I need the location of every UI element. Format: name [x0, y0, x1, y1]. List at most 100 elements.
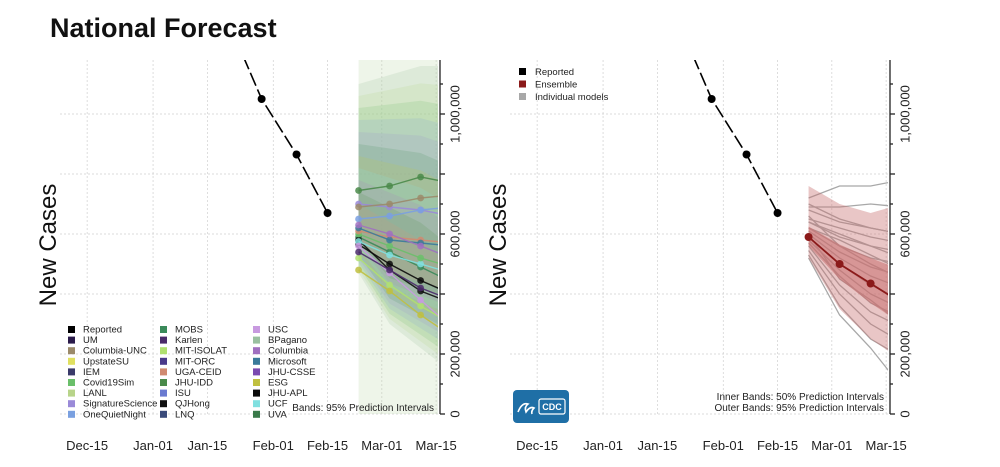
left-legend-swatch: [68, 368, 75, 376]
right-y-axis-title: New Cases: [485, 184, 512, 307]
left-legend-swatch: [253, 368, 260, 376]
left-model-point: [417, 311, 425, 319]
left-legend-swatch: [160, 347, 167, 355]
right-y-tick-label: 0: [897, 410, 912, 417]
left-model-point: [417, 254, 425, 262]
left-legend-label: JHU-APL: [268, 388, 308, 399]
left-legend-label: UM: [83, 335, 98, 346]
left-legend-label: IEM: [83, 367, 100, 378]
right-individual-model-line: [808, 257, 888, 371]
left-model-point: [417, 296, 425, 304]
left-legend-label: USC: [268, 325, 288, 336]
right-individual-model-line: [808, 254, 888, 350]
left-model-point: [386, 236, 393, 244]
left-legend-label: MIT-ISOLAT: [175, 346, 227, 357]
left-legend-label: Karlen: [175, 335, 202, 346]
left-reported-point: [292, 150, 301, 159]
left-model-point: [386, 200, 393, 208]
right-ensemble-point: [835, 260, 844, 268]
left-model-point: [417, 194, 425, 202]
right-y-tick-label: 200,000: [897, 331, 912, 378]
left-model-line: [358, 233, 438, 264]
left-legend-swatch: [160, 400, 167, 408]
right-individual-model-line: [808, 221, 888, 251]
left-legend-label: Columbia: [268, 346, 309, 357]
left-model-point: [448, 192, 455, 199]
left-model-point: [355, 242, 362, 250]
left-legend-swatch: [253, 336, 260, 344]
left-model-point: [448, 324, 455, 331]
left-model-point: [448, 297, 455, 304]
right-x-tick-label: Feb-15: [757, 438, 798, 453]
left-model-point: [386, 281, 393, 289]
right-reported-line: [693, 60, 779, 214]
left-model-point: [386, 260, 393, 268]
left-legend-label: MIT-ORC: [175, 356, 215, 367]
left-y-tick-label: 0: [447, 410, 462, 417]
left-x-tick-label: Feb-01: [253, 438, 294, 453]
left-model-point: [386, 230, 393, 238]
left-legend-swatch: [160, 368, 167, 376]
right-ensemble-bands: [808, 186, 888, 351]
left-legend-label: UGA-CEID: [175, 367, 222, 378]
left-model-point: [355, 221, 362, 229]
left-model-bands: [358, 60, 438, 414]
left-legend-swatch: [160, 410, 167, 418]
left-model-point: [448, 300, 455, 307]
left-legend-label: QJHong: [175, 399, 210, 410]
left-legend-swatch: [68, 410, 75, 418]
left-legend-label: UpstateSU: [83, 356, 129, 367]
cdc-logo-frame: [538, 398, 566, 415]
page-title: National Forecast: [50, 13, 277, 43]
left-model-line: [358, 227, 438, 246]
left-model-line: [358, 251, 438, 296]
left-legend-swatch: [68, 347, 75, 355]
left-reported-series: [243, 60, 332, 217]
left-legend-label: BPagano: [268, 335, 307, 346]
left-legend-swatch: [160, 326, 167, 333]
left-model-point: [417, 173, 425, 181]
left-model-point: [417, 242, 425, 250]
left-model-point: [355, 187, 362, 194]
left-legend-swatch: [68, 379, 75, 386]
left-band-background: [358, 60, 438, 414]
left-model-line: [358, 207, 438, 220]
left-x-tick-label: Mar-01: [361, 438, 402, 453]
left-x-ticks: Dec-15 Jan-01 Jan-15 Feb-01 Feb-15 Mar-01 Mar-…: [66, 438, 457, 453]
left-model-point: [417, 302, 425, 310]
left-legend-label: ESG: [268, 378, 288, 389]
left-footnote: Bands: 95% Prediction Intervals: [292, 403, 434, 414]
right-ensemble-line: [807, 236, 888, 296]
left-y-tick-label: 1,000,000: [447, 85, 462, 143]
right-reported-point: [677, 23, 685, 31]
left-model-point: [417, 206, 425, 214]
right-individual-model-line: [808, 227, 888, 265]
left-legend-swatch: [68, 389, 75, 397]
left-model-point: [355, 203, 362, 211]
right-panel: 0 200,000 600,000 1,000,000 Dec-15 Jan-01 Jan…: [485, 23, 912, 453]
right-legend-swatch: [519, 80, 526, 88]
left-model-point: [386, 266, 393, 274]
cdc-logo-text: CDC: [542, 402, 562, 412]
left-model-point: [417, 277, 425, 284]
right-legend-swatch: [519, 93, 526, 100]
right-legend-label: Ensemble: [535, 80, 577, 91]
right-y-tick-label: 600,000: [897, 211, 912, 258]
left-legend-label: UVA: [268, 409, 287, 420]
right-legend-label: Individual models: [535, 92, 609, 103]
left-model-point: [417, 284, 425, 292]
cdc-logo-icon: [517, 402, 536, 415]
right-x-tick-label: Jan-01: [583, 438, 623, 453]
left-legend-label: Reported: [83, 325, 122, 336]
left-legend: ReportedUMColumbia-UNCUpstateSUIEMCovid1…: [68, 325, 316, 420]
right-reported-point: [707, 95, 716, 103]
right-x-tick-label: Mar-15: [866, 438, 907, 453]
left-model-line: [358, 269, 438, 328]
left-model-line: [358, 195, 438, 208]
left-legend-swatch: [253, 400, 260, 408]
left-model-line: [358, 243, 438, 289]
left-legend-label: SignatureScience: [83, 399, 157, 410]
left-legend-label: Columbia-UNC: [83, 346, 147, 357]
left-model-point: [386, 287, 393, 295]
